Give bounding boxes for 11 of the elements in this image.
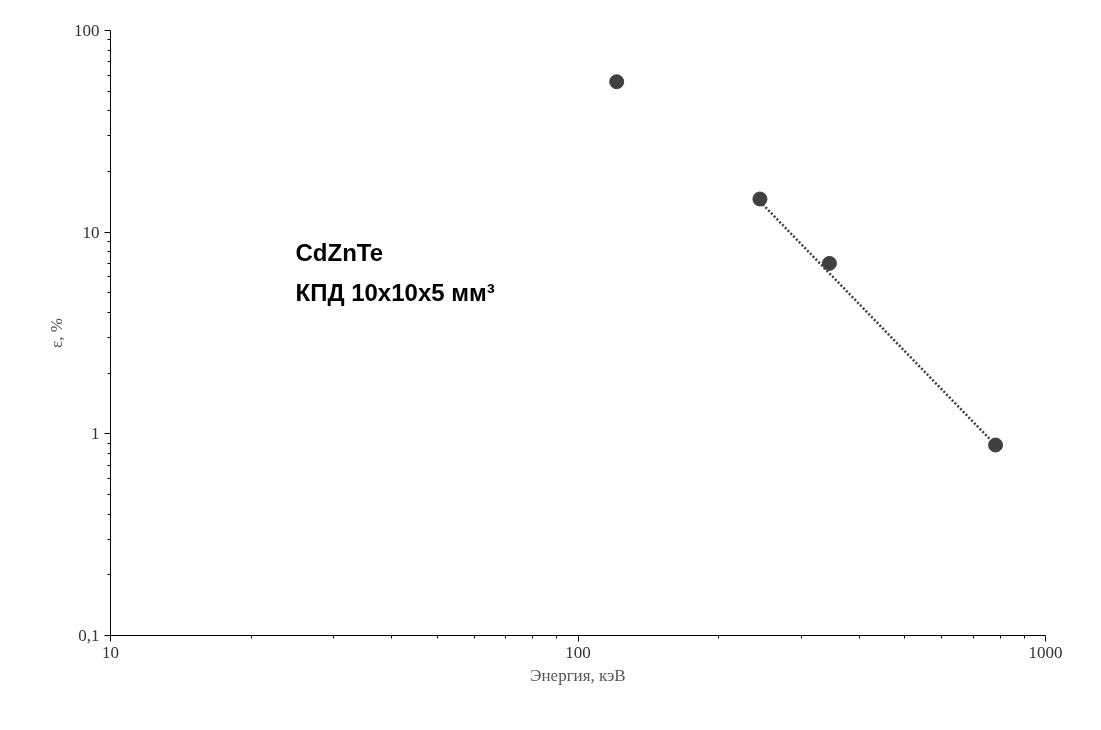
x-tick-label: 10	[102, 642, 119, 662]
y-tick-label: 10	[82, 222, 100, 242]
y-axis-title: ε, %	[47, 318, 66, 348]
annotation: КПД 10x10x5 мм³	[295, 278, 495, 306]
x-tick-label: 1000	[1028, 642, 1063, 662]
y-tick-label: 1	[91, 424, 100, 444]
x-tick-label: 100	[565, 642, 591, 662]
y-tick-label: 100	[74, 21, 100, 40]
y-tick-label: 0,1	[78, 626, 100, 645]
annotation: CdZnTe	[295, 238, 384, 266]
x-axis-title: Энергия, кэВ	[530, 665, 626, 685]
